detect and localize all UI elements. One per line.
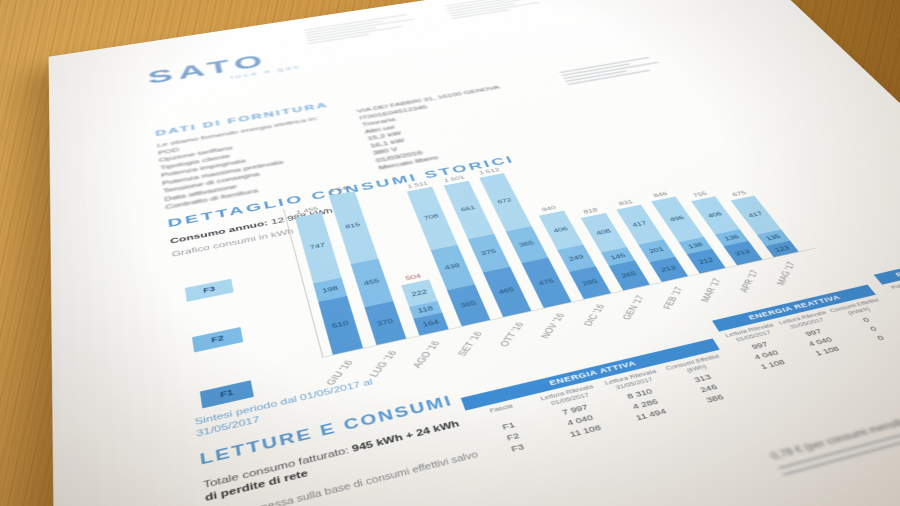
bar-segment-f1: 213: [649, 256, 688, 282]
segment-value: 455: [362, 277, 381, 288]
month-label: MAG '17: [774, 260, 798, 287]
segment-value: 438: [443, 262, 462, 272]
segment-value: 417: [630, 219, 649, 229]
month-label: DIC '16: [582, 303, 608, 328]
bar-segment-f2: 365: [505, 226, 549, 264]
bar-segment-f1: 370: [364, 301, 407, 346]
legend-item-f2: F2: [191, 326, 244, 353]
chart-bar: 504 222 118 164: [401, 273, 449, 336]
brand-logo: SATO luce e gas: [147, 47, 302, 93]
chart-legend: F3 F2 F1: [184, 278, 254, 409]
segment-value: 475: [536, 277, 556, 287]
segment-value: 408: [594, 228, 613, 237]
bar-segment-f3: 815: [328, 190, 379, 265]
address-block: [565, 0, 675, 1]
bar-segment-f1: 510: [318, 296, 364, 355]
month-label: FEB '17: [661, 285, 686, 311]
segment-value: 285: [580, 277, 600, 288]
month-label: GEN '17: [620, 294, 647, 322]
bar-segment-f1: 475: [521, 257, 572, 309]
segment-value: 365: [517, 239, 536, 249]
segment-value: 406: [706, 210, 724, 220]
month-label: SET '16: [455, 330, 485, 358]
segment-value: 164: [421, 318, 441, 330]
segment-value: 213: [659, 264, 678, 274]
bar-segment-f1: 365: [446, 284, 491, 327]
segment-value: 249: [567, 253, 586, 263]
segment-value: 496: [668, 214, 686, 223]
month-label: NOV '16: [538, 312, 568, 340]
paper-document: SATO luce e gas DATI DI FORNITURA Le sti…: [48, 0, 900, 506]
bar-segment-f1: 465: [482, 266, 532, 318]
month-label: MAR '17: [699, 277, 724, 304]
bar-segment-f1: 212: [686, 248, 726, 274]
month-label: APR '17: [737, 269, 761, 294]
segment-value: 222: [410, 288, 429, 299]
bar-segment-f2: 455: [350, 258, 394, 308]
segment-value: 417: [746, 210, 765, 219]
table-energia-attiva: ENERGIA ATTIVA Fascia Lettura Rilevata 01/…: [460, 338, 750, 462]
segment-value: 136: [722, 233, 741, 243]
segment-value: 138: [686, 241, 705, 251]
bar-segment-f3: 408: [580, 213, 627, 253]
bar-segment-f1: 213: [723, 240, 763, 266]
legend-item-f1: F1: [199, 380, 254, 409]
month-label: OTT '16: [497, 321, 527, 349]
bar-segment-f1: 285: [569, 266, 611, 300]
segment-value: 198: [321, 284, 339, 295]
segment-value: 118: [416, 304, 435, 315]
segment-value: 465: [497, 286, 516, 297]
segment-value: 370: [375, 317, 395, 328]
bar-segment-f3: 747: [295, 212, 342, 284]
segment-value: 406: [551, 225, 570, 235]
address-block: [303, 13, 419, 45]
segment-value: 265: [619, 270, 639, 280]
document-header: [49, 0, 741, 57]
segment-value: 123: [772, 244, 792, 254]
segment-value: 815: [344, 221, 361, 231]
segment-value: 375: [479, 248, 498, 258]
segment-value: 135: [764, 233, 783, 243]
segment-value: 212: [696, 256, 716, 266]
bar-segment-f2: 438: [430, 244, 475, 291]
address-block: [444, 0, 556, 21]
legend-item-f3: F3: [184, 278, 234, 302]
segment-value: 201: [647, 246, 666, 256]
segment-value: 708: [423, 213, 440, 222]
segment-value: 213: [733, 248, 752, 258]
segment-value: 365: [459, 299, 478, 310]
segment-value: 672: [496, 197, 513, 206]
segment-value: 661: [459, 204, 477, 214]
segment-value: 145: [608, 251, 627, 262]
segment-value: 747: [309, 242, 326, 252]
segment-value: 510: [331, 319, 350, 330]
bar-segment-f2: 375: [467, 233, 510, 273]
